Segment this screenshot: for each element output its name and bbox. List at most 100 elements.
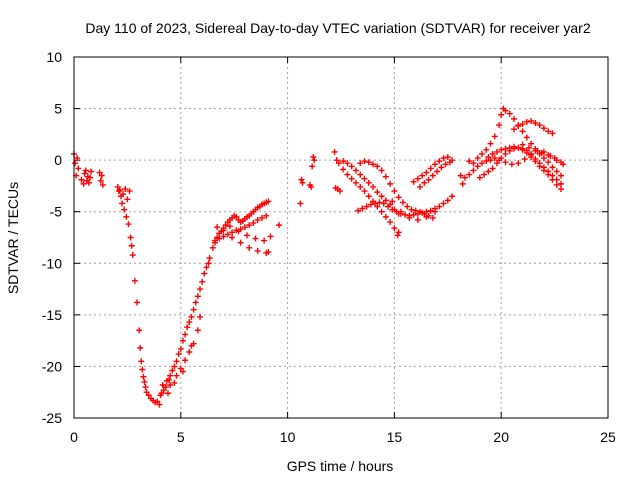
data-point <box>298 176 305 183</box>
data-point <box>525 144 532 151</box>
data-point <box>192 299 199 306</box>
data-point <box>449 193 456 200</box>
data-point <box>160 387 167 394</box>
data-point <box>82 167 89 174</box>
x-tick-label: 20 <box>493 429 509 445</box>
data-point <box>361 188 368 195</box>
data-points <box>71 105 567 408</box>
data-point <box>310 154 317 161</box>
y-tick-label: -25 <box>42 410 62 426</box>
data-point <box>502 107 509 114</box>
data-point <box>229 229 236 236</box>
data-point <box>88 168 95 175</box>
data-point <box>545 159 552 166</box>
data-point <box>367 201 374 208</box>
data-point <box>194 327 201 334</box>
data-point <box>478 150 485 157</box>
data-point <box>372 200 379 207</box>
gridlines <box>74 57 608 418</box>
data-point <box>397 208 404 215</box>
x-tick-label: 5 <box>177 429 185 445</box>
data-point <box>211 237 218 244</box>
data-point <box>515 123 522 130</box>
data-point <box>173 372 180 379</box>
data-point <box>96 169 103 176</box>
data-point <box>276 222 283 229</box>
data-point <box>209 244 216 251</box>
data-point <box>442 161 449 168</box>
data-point <box>429 214 436 221</box>
data-point <box>427 165 434 172</box>
data-point <box>483 158 490 165</box>
y-tick-label: 5 <box>54 101 62 117</box>
data-point <box>167 381 174 388</box>
data-point <box>515 160 522 167</box>
data-point <box>487 157 494 164</box>
data-point <box>357 171 364 178</box>
data-point <box>167 372 174 379</box>
data-point <box>481 171 488 178</box>
data-point <box>156 401 163 408</box>
y-tick-label: -20 <box>42 358 62 374</box>
data-point <box>536 122 543 129</box>
data-point <box>154 398 161 405</box>
data-point <box>220 227 227 234</box>
data-point <box>406 214 413 221</box>
data-point <box>335 160 342 167</box>
data-point <box>87 174 94 181</box>
data-point <box>363 203 370 210</box>
data-point <box>476 174 483 181</box>
data-point <box>558 172 565 179</box>
data-point <box>361 175 368 182</box>
data-point <box>98 172 105 179</box>
data-point <box>378 167 385 174</box>
data-point <box>519 121 526 128</box>
data-point <box>489 165 496 172</box>
data-point <box>162 384 169 391</box>
data-point <box>72 160 79 167</box>
data-point <box>391 188 398 195</box>
data-point <box>188 313 195 320</box>
x-tick-label: 0 <box>70 429 78 445</box>
data-point <box>246 222 253 229</box>
data-point <box>511 143 518 150</box>
data-point <box>299 179 306 186</box>
data-point <box>427 207 434 214</box>
data-point <box>553 181 560 188</box>
data-point <box>142 384 149 391</box>
data-point <box>378 208 385 215</box>
data-point <box>515 144 522 151</box>
data-point <box>523 134 530 141</box>
data-point <box>224 231 231 238</box>
data-point <box>493 160 500 167</box>
data-point <box>169 367 176 374</box>
data-point <box>352 179 359 186</box>
data-point <box>97 177 104 184</box>
data-point <box>216 235 223 242</box>
data-point <box>235 228 242 235</box>
data-point <box>431 208 438 215</box>
data-point <box>491 133 498 140</box>
data-point <box>461 174 468 181</box>
data-point <box>410 211 417 218</box>
data-point <box>359 205 366 212</box>
data-point <box>511 115 518 122</box>
data-point <box>370 183 377 190</box>
data-point <box>250 220 257 227</box>
data-point <box>340 166 347 173</box>
data-point <box>75 165 82 172</box>
data-point <box>173 358 180 365</box>
data-point <box>244 232 251 239</box>
data-point <box>485 168 492 175</box>
data-point <box>532 120 539 127</box>
data-point <box>540 155 547 162</box>
data-point <box>502 159 509 166</box>
data-point <box>376 199 383 206</box>
data-point <box>382 173 389 180</box>
data-point <box>389 198 396 205</box>
data-point <box>382 197 389 204</box>
data-point <box>380 200 387 207</box>
data-point <box>139 366 146 373</box>
data-point <box>365 193 372 200</box>
